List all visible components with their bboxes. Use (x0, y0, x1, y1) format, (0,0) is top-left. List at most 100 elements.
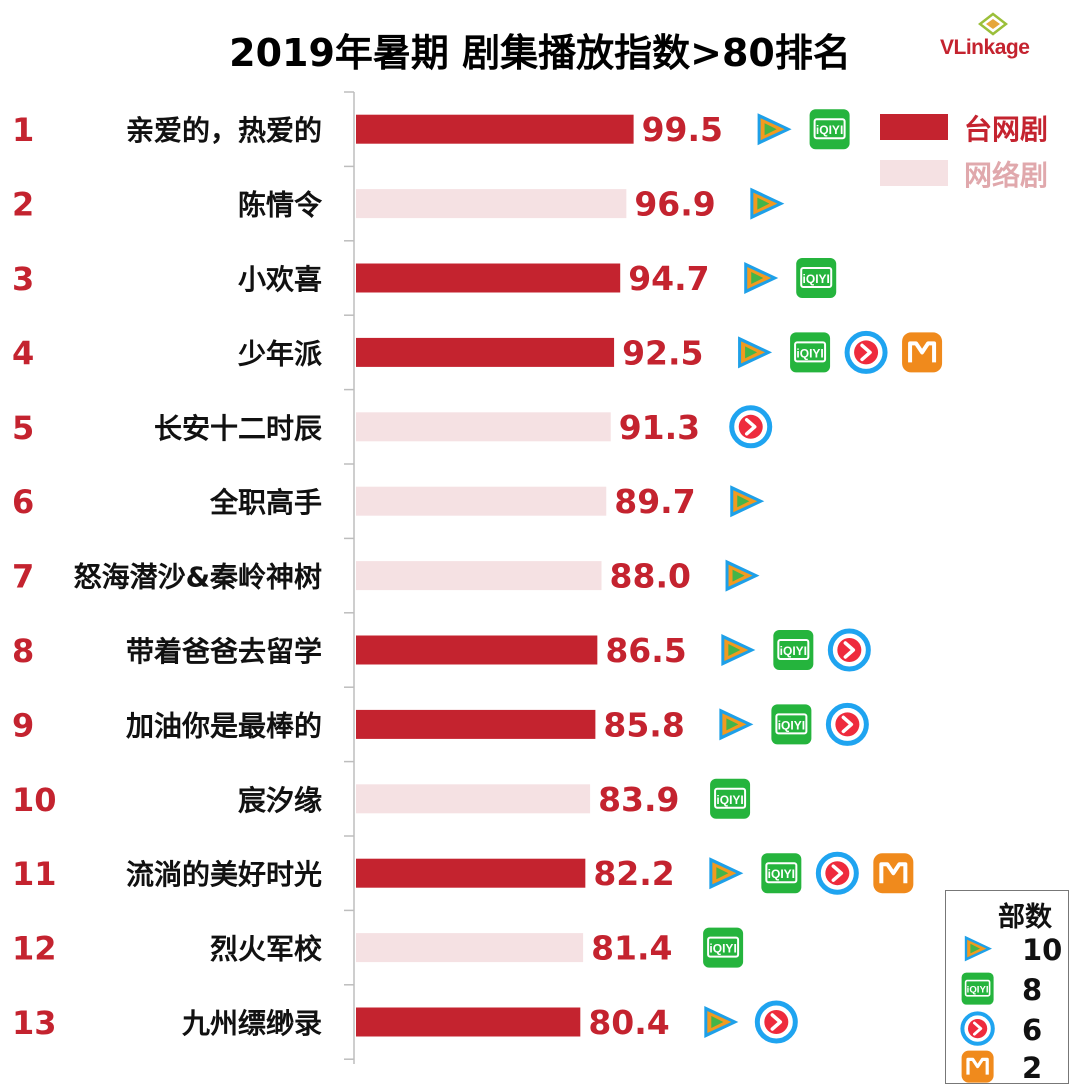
legend-item-tv: 台网剧 (880, 108, 1080, 146)
platform-count-row: 10 (960, 931, 1070, 971)
bar (356, 784, 591, 814)
brand-logo: VLinkage (940, 12, 1070, 72)
legend: 台网剧 网络剧 (880, 108, 1080, 198)
axis-ticks (344, 91, 354, 1060)
brand-name-lower: age (994, 36, 1030, 59)
iqiyi-icon: iQIYI (809, 109, 850, 150)
bar (356, 412, 611, 442)
iqiyi-icon: iQIYI (773, 630, 814, 670)
tencent-video-icon (726, 481, 767, 522)
svg-text:iQIYI: iQIYI (709, 942, 736, 956)
youku-icon (815, 851, 859, 895)
value-label: 92.5 (622, 333, 703, 372)
svg-text:iQIYI: iQIYI (816, 123, 843, 137)
svg-text:iQIYI: iQIYI (803, 272, 830, 286)
rank-label: 4 (12, 334, 34, 372)
category-label: 全职高手 (209, 486, 322, 519)
tencent-video-icon (717, 630, 758, 670)
category-label: 亲爱的，热爱的 (126, 114, 322, 147)
youku-icon (825, 702, 869, 746)
category-label: 加油你是最棒的 (126, 709, 322, 742)
brand-name: VLinkage (940, 36, 1030, 60)
chart-rows: 1 亲爱的，热爱的 99.5 iQIYI 2 陈情令 96.9 3 小欢喜 94.7 iQIYI 4 少… (12, 109, 943, 1044)
rank-label: 3 (12, 260, 34, 298)
legend-item-web: 网络剧 (880, 154, 1080, 192)
chart-row: 13 九州缥缈录 80.4 (12, 1000, 798, 1044)
legend-swatch-tv (880, 114, 948, 140)
category-label: 长安十二时辰 (154, 412, 322, 445)
tencent-video-icon (700, 1002, 741, 1042)
tencent-video-icon (961, 932, 994, 965)
rank-label: 9 (12, 706, 34, 744)
value-label: 85.8 (603, 705, 684, 744)
iqiyi-icon: iQIYI (771, 704, 812, 745)
tencent-video-icon (705, 853, 746, 894)
chart-row: 3 小欢喜 94.7 iQIYI (12, 258, 837, 298)
value-label: 86.5 (605, 631, 686, 670)
bar (356, 709, 596, 739)
mango-tv-icon (961, 1050, 994, 1083)
rank-label: 13 (12, 1004, 57, 1042)
category-label: 九州缥缈录 (182, 1007, 322, 1040)
chart-row: 1 亲爱的，热爱的 99.5 iQIYI (12, 109, 850, 150)
tencent-video-icon (746, 183, 787, 224)
tencent-video-icon (734, 332, 775, 373)
value-label: 99.5 (642, 110, 723, 149)
svg-text:iQIYI: iQIYI (716, 793, 743, 807)
chart-row: 11 流淌的美好时光 82.2 iQIYI (12, 851, 914, 895)
rank-label: 11 (12, 855, 57, 893)
category-label: 烈火军校 (210, 933, 323, 966)
legend-label-tv: 台网剧 (964, 113, 1049, 146)
youku-icon (827, 628, 871, 672)
youku-icon (844, 330, 888, 374)
chart-row: 6 全职高手 89.7 (12, 481, 767, 522)
category-label: 流淌的美好时光 (126, 858, 322, 891)
iqiyi-icon: iQIYI (710, 778, 751, 819)
value-label: 88.0 (610, 557, 691, 596)
category-label: 陈情令 (238, 189, 323, 222)
iqiyi-icon: iQIYI (761, 853, 802, 894)
bar (356, 486, 607, 516)
bar (356, 635, 598, 665)
svg-text:iQIYI: iQIYI (780, 644, 807, 658)
chart-row: 4 少年派 92.5 iQIYI (12, 330, 943, 374)
rank-label: 6 (12, 483, 34, 521)
value-label: 82.2 (593, 854, 674, 893)
bar (356, 1007, 581, 1037)
platform-count-value: 10 (1022, 933, 1063, 967)
svg-text:iQIYI: iQIYI (796, 346, 823, 360)
mango-tv-icon (902, 332, 943, 373)
chart-row: 12 烈火军校 81.4 iQIYI (12, 927, 744, 968)
iqiyi-icon: iQIYI (796, 258, 837, 298)
bar (356, 263, 621, 293)
category-label: 少年派 (238, 337, 322, 370)
category-label: 宸汐缘 (238, 784, 322, 817)
brand-name-upper: VLink (940, 36, 995, 59)
bar (356, 189, 627, 219)
legend-swatch-web (880, 160, 948, 186)
chart-row: 9 加油你是最棒的 85.8 iQIYI (12, 702, 869, 746)
tencent-video-icon (740, 258, 781, 298)
youku-icon (729, 405, 773, 449)
iqiyi-icon: iQIYI (961, 972, 994, 1005)
platform-count-title: 部数 (998, 902, 1052, 933)
rank-label: 1 (12, 111, 34, 149)
rank-label: 5 (12, 409, 34, 447)
tencent-video-icon (721, 555, 762, 596)
value-label: 81.4 (591, 929, 672, 968)
chart-title: 2019年暑期 剧集播放指数>80排名 (229, 31, 851, 75)
rank-label: 7 (12, 558, 34, 596)
chart-row: 5 长安十二时辰 91.3 (12, 405, 773, 449)
mango-tv-icon (873, 853, 914, 894)
category-label: 带着爸爸去留学 (126, 635, 322, 668)
value-label: 91.3 (619, 408, 700, 447)
legend-label-web: 网络剧 (964, 159, 1049, 192)
rank-label: 10 (12, 781, 57, 819)
value-label: 96.9 (634, 185, 715, 224)
value-label: 80.4 (588, 1003, 669, 1042)
category-label: 怒海潜沙&秦岭神树 (74, 561, 322, 594)
rank-label: 2 (12, 186, 34, 224)
bar (356, 337, 615, 367)
svg-text:iQIYI: iQIYI (967, 985, 989, 996)
